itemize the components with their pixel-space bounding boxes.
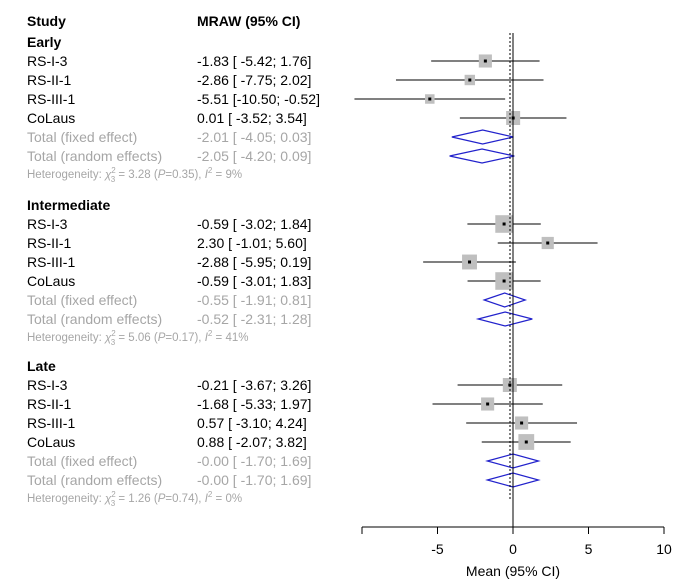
group-label: Late [27, 358, 56, 374]
heterogeneity-part: = 41% [212, 332, 248, 344]
heterogeneity-part: 2 [208, 329, 213, 338]
heterogeneity-part: = 3.28 ( [115, 169, 158, 181]
study-label: RS-III-1 [27, 91, 75, 107]
forest-rows: Early RS-I-3 -1.83 [ -5.42; 1.76] RS-II-1 -2… [27, 34, 598, 508]
heterogeneity-part: 2 [111, 490, 116, 499]
study-label: RS-III-1 [27, 254, 75, 270]
study-ci-text: 0.01 [ -3.52; 3.54] [197, 110, 307, 126]
study-ci-text: 0.88 [ -2.07; 3.82] [197, 434, 307, 450]
summary-ci-text: -0.00 [ -1.70; 1.69] [197, 453, 311, 469]
study-label: RS-II-1 [27, 235, 72, 251]
heterogeneity-part: 3 [111, 338, 116, 347]
heterogeneity-text: Heterogeneity: χ2 3 = 5.06 (P=0.17), I2 =… [27, 329, 248, 347]
x-tick-label: -5 [431, 541, 444, 557]
study-label: RS-I-3 [27, 216, 68, 232]
heterogeneity-part: 3 [111, 499, 116, 508]
heterogeneity-part: P [158, 332, 166, 344]
summary-label: Total (random effects) [27, 472, 162, 488]
heterogeneity-part: =0.35), [165, 169, 204, 181]
summary-diamond [451, 129, 514, 145]
summary-diamond [475, 311, 533, 327]
study-label: CoLaus [27, 110, 75, 126]
heterogeneity-part: P [158, 493, 166, 505]
summary-label: Total (random effects) [27, 148, 162, 164]
heterogeneity-part: I [205, 493, 209, 505]
heterogeneity-part: = 5.06 ( [115, 332, 158, 344]
summary-ci-text: -2.01 [ -4.05; 0.03] [197, 129, 311, 145]
study-label: RS-III-1 [27, 415, 75, 431]
study-label: CoLaus [27, 434, 75, 450]
study-ci-text: -0.59 [ -3.02; 1.84] [197, 216, 311, 232]
heterogeneity-part: χ [104, 332, 112, 344]
summary-ci-text: -0.00 [ -1.70; 1.69] [197, 472, 311, 488]
heterogeneity-part: 2 [208, 490, 213, 499]
study-point [502, 222, 506, 226]
heterogeneity-part: 3 [111, 175, 116, 184]
study-point [502, 279, 506, 283]
study-ci-text: 2.30 [ -1.01; 5.60] [197, 235, 307, 251]
study-label: RS-II-1 [27, 72, 72, 88]
study-point [428, 97, 432, 101]
summary-label: Total (fixed effect) [27, 129, 137, 145]
study-ci-text: -1.83 [ -5.42; 1.76] [197, 53, 311, 69]
study-label: RS-I-3 [27, 53, 68, 69]
heterogeneity-part: χ [104, 169, 112, 181]
heterogeneity-part: Heterogeneity: [27, 493, 105, 505]
heterogeneity-part: =0.17), [165, 332, 204, 344]
summary-diamond [485, 453, 541, 469]
summary-diamond [482, 292, 528, 308]
summary-ci-text: -0.55 [ -1.91; 0.81] [197, 292, 311, 308]
heterogeneity-part: 2 [111, 329, 116, 338]
x-axis: -5 0 5 10 [361, 33, 672, 557]
study-ci-text: -5.51 [-10.50; -0.52] [197, 91, 320, 107]
summary-diamond [449, 148, 515, 164]
study-ci-text: -0.21 [ -3.67; 3.26] [197, 377, 311, 393]
estimate-column-header: MRAW (95% CI) [197, 13, 300, 29]
summary-label: Total (fixed effect) [27, 292, 137, 308]
study-point [468, 78, 472, 82]
summary-label: Total (fixed effect) [27, 453, 137, 469]
study-point [546, 241, 550, 245]
study-label: RS-II-1 [27, 396, 72, 412]
group-label: Intermediate [27, 197, 110, 213]
heterogeneity-part: = 1.26 ( [115, 493, 158, 505]
study-ci-text: -0.59 [ -3.01; 1.83] [197, 273, 311, 289]
heterogeneity-part: 2 [208, 166, 213, 175]
heterogeneity-part: = 0% [212, 493, 242, 505]
study-point [520, 421, 524, 425]
heterogeneity-part: Heterogeneity: [27, 332, 105, 344]
study-point [468, 260, 472, 264]
heterogeneity-part: P [158, 169, 166, 181]
heterogeneity-part: χ [104, 493, 112, 505]
summary-label: Total (random effects) [27, 311, 162, 327]
x-tick-label: 5 [585, 541, 593, 557]
x-tick-label: 10 [656, 541, 672, 557]
x-axis-label: Mean (95% CI) [466, 563, 560, 579]
study-ci-text: 0.57 [ -3.10; 4.24] [197, 415, 307, 431]
summary-ci-text: -2.05 [ -4.20; 0.09] [197, 148, 311, 164]
study-point [524, 440, 528, 444]
study-label: CoLaus [27, 273, 75, 289]
study-point [486, 402, 490, 406]
x-tick-label: 0 [509, 541, 517, 557]
study-point [483, 59, 487, 63]
group-label: Early [27, 34, 61, 50]
study-column-header: Study [27, 13, 66, 29]
heterogeneity-text: Heterogeneity: χ2 3 = 3.28 (P=0.35), I2 =… [27, 166, 242, 184]
heterogeneity-part: Heterogeneity: [27, 169, 105, 181]
heterogeneity-part: I [205, 169, 209, 181]
study-ci-text: -1.68 [ -5.33; 1.97] [197, 396, 311, 412]
study-ci-text: -2.88 [ -5.95; 0.19] [197, 254, 311, 270]
study-ci-text: -2.86 [ -7.75; 2.02] [197, 72, 311, 88]
heterogeneity-part: 2 [111, 166, 116, 175]
summary-ci-text: -0.52 [ -2.31; 1.28] [197, 311, 311, 327]
heterogeneity-text: Heterogeneity: χ2 3 = 1.26 (P=0.74), I2 =… [27, 490, 242, 508]
heterogeneity-part: I [205, 332, 209, 344]
heterogeneity-part: =0.74), [165, 493, 204, 505]
study-label: RS-I-3 [27, 377, 68, 393]
summary-diamond [485, 472, 541, 488]
heterogeneity-part: = 9% [212, 169, 242, 181]
